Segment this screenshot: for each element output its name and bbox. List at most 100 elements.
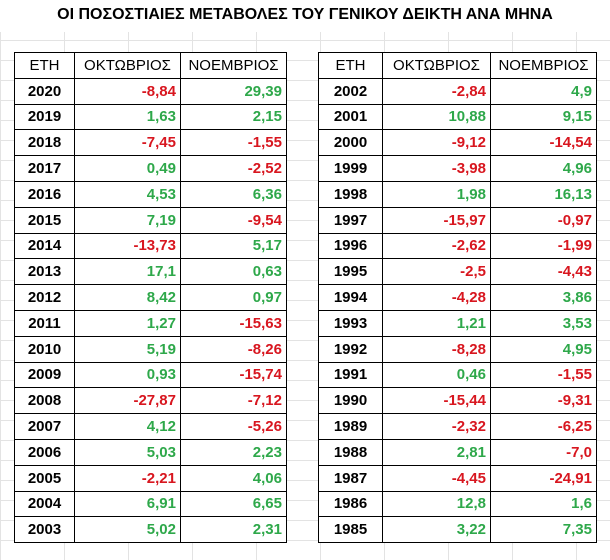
title-band <box>0 0 610 32</box>
table-row: 2014 -13,73 5,17 <box>14 232 287 260</box>
table-row: 2020 -8,84 29,39 <box>14 77 287 105</box>
year-cell: 1986 <box>318 490 383 518</box>
october-cell: -13,73 <box>74 232 181 260</box>
year-cell: 2000 <box>318 129 383 157</box>
table-row: 2006 5,03 2,23 <box>14 438 287 466</box>
october-cell: 5,02 <box>74 516 181 544</box>
table-row: 2005 -2,21 4,06 <box>14 464 287 492</box>
table-row: 1999 -3,98 4,96 <box>318 155 597 182</box>
table-row: 2013 17,1 0,63 <box>14 258 287 286</box>
october-cell: 6,91 <box>74 490 181 518</box>
year-cell: 2020 <box>14 77 75 105</box>
table-row: 2003 5,02 2,31 <box>14 516 287 544</box>
october-cell: 5,19 <box>74 335 181 363</box>
november-cell: 3,86 <box>490 284 597 311</box>
table-row: 1986 12,8 1,6 <box>318 490 597 518</box>
november-cell: 7,35 <box>490 516 597 544</box>
november-cell: 6,36 <box>180 180 287 208</box>
year-cell: 2005 <box>14 464 75 492</box>
year-cell: 1985 <box>318 516 383 544</box>
page-title: ΟΙ ΠΟΣΟΣΤΙΑΙΕΣ ΜΕΤΑΒΟΛΕΣ ΤΟΥ ΓΕΝΙΚΟΥ ΔΕΙ… <box>57 6 553 23</box>
table-row: 1987 -4,45 -24,91 <box>318 464 597 492</box>
year-cell: 2006 <box>14 438 75 466</box>
october-cell: 3,22 <box>382 516 491 544</box>
november-cell: -1,99 <box>490 232 597 260</box>
november-cell: 3,53 <box>490 309 597 337</box>
year-cell: 2016 <box>14 180 75 208</box>
year-cell: 2004 <box>14 490 75 518</box>
november-cell: -9,31 <box>490 387 597 415</box>
october-cell: 1,98 <box>382 180 491 208</box>
october-cell: 12,8 <box>382 490 491 518</box>
november-cell: 9,15 <box>490 103 597 131</box>
table-row: 1992 -8,28 4,95 <box>318 335 597 363</box>
year-cell: 2009 <box>14 361 75 389</box>
november-cell: 4,06 <box>180 464 287 492</box>
table-row: 2019 1,63 2,15 <box>14 103 287 131</box>
year-cell: 2012 <box>14 284 75 311</box>
table-row: 2000 -9,12 -14,54 <box>318 129 597 157</box>
header-november: ΝΟΕΜΒΡΙΟΣ <box>490 52 597 79</box>
header-year: ΕΤΗ <box>14 52 75 79</box>
table-row: 1993 1,21 3,53 <box>318 309 597 337</box>
year-cell: 2007 <box>14 413 75 440</box>
october-cell: 4,12 <box>74 413 181 440</box>
table-row: 2017 0,49 -2,52 <box>14 155 287 182</box>
november-cell: -1,55 <box>490 361 597 389</box>
october-cell: -2,32 <box>382 413 491 440</box>
november-cell: -6,25 <box>490 413 597 440</box>
year-cell: 2008 <box>14 387 75 415</box>
november-cell: -5,26 <box>180 413 287 440</box>
table-row: 2012 8,42 0,97 <box>14 284 287 311</box>
table-row: 1985 3,22 7,35 <box>318 516 597 544</box>
october-cell: 7,19 <box>74 206 181 234</box>
table-row: 1996 -2,62 -1,99 <box>318 232 597 260</box>
november-cell: -0,97 <box>490 206 597 234</box>
november-cell: -4,43 <box>490 258 597 286</box>
october-cell: 4,53 <box>74 180 181 208</box>
november-cell: -1,55 <box>180 129 287 157</box>
year-cell: 2014 <box>14 232 75 260</box>
october-cell: -15,97 <box>382 206 491 234</box>
year-cell: 2013 <box>14 258 75 286</box>
table-row: 1997 -15,97 -0,97 <box>318 206 597 234</box>
table-row: 2002 -2,84 4,9 <box>318 77 597 105</box>
year-cell: 1990 <box>318 387 383 415</box>
table-row: 2004 6,91 6,65 <box>14 490 287 518</box>
table-row: 1994 -4,28 3,86 <box>318 284 597 311</box>
year-cell: 2018 <box>14 129 75 157</box>
october-cell: -4,45 <box>382 464 491 492</box>
november-cell: 0,97 <box>180 284 287 311</box>
table-row: 2018 -7,45 -1,55 <box>14 129 287 157</box>
table-row: 1995 -2,5 -4,43 <box>318 258 597 286</box>
november-cell: -7,0 <box>490 438 597 466</box>
table-row: 2009 0,93 -15,74 <box>14 361 287 389</box>
november-cell: 2,15 <box>180 103 287 131</box>
november-cell: -15,63 <box>180 309 287 337</box>
header-row: ΕΤΗ ΟΚΤΩΒΡΙΟΣ ΝΟΕΜΒΡΙΟΣ <box>14 52 287 79</box>
november-cell: 1,6 <box>490 490 597 518</box>
october-cell: 10,88 <box>382 103 491 131</box>
october-cell: -15,44 <box>382 387 491 415</box>
october-cell: 17,1 <box>74 258 181 286</box>
november-cell: -2,52 <box>180 155 287 182</box>
october-cell: 1,63 <box>74 103 181 131</box>
october-cell: 0,49 <box>74 155 181 182</box>
year-cell: 1987 <box>318 464 383 492</box>
table-row: 1988 2,81 -7,0 <box>318 438 597 466</box>
table-left: ΕΤΗ ΟΚΤΩΒΡΙΟΣ ΝΟΕΜΒΡΙΟΣ 2020 -8,84 29,39 20… <box>14 52 287 544</box>
year-cell: 1997 <box>318 206 383 234</box>
november-cell: 6,65 <box>180 490 287 518</box>
year-cell: 1996 <box>318 232 383 260</box>
november-cell: -8,26 <box>180 335 287 363</box>
table-row: 1990 -15,44 -9,31 <box>318 387 597 415</box>
year-cell: 1992 <box>318 335 383 363</box>
november-cell: 2,23 <box>180 438 287 466</box>
october-cell: -2,62 <box>382 232 491 260</box>
october-cell: -9,12 <box>382 129 491 157</box>
november-cell: 4,95 <box>490 335 597 363</box>
table-row: 2007 4,12 -5,26 <box>14 413 287 440</box>
year-cell: 1989 <box>318 413 383 440</box>
october-cell: 8,42 <box>74 284 181 311</box>
header-row: ΕΤΗ ΟΚΤΩΒΡΙΟΣ ΝΟΕΜΒΡΙΟΣ <box>318 52 597 79</box>
